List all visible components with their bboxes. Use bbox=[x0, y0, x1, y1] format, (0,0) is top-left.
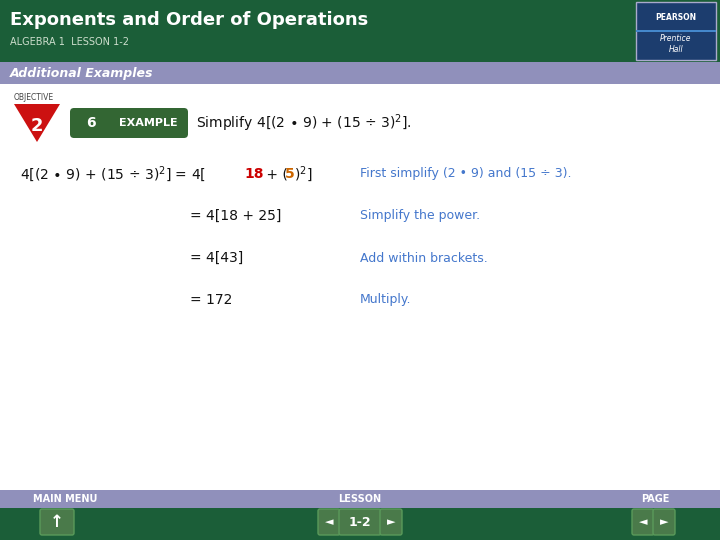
Text: = 4[43]: = 4[43] bbox=[190, 251, 243, 265]
FancyBboxPatch shape bbox=[0, 490, 720, 508]
Text: ►: ► bbox=[660, 517, 668, 527]
Text: 4[(2 $\bullet$ 9) + (15 $\div$ 3)$^2$] = 4[: 4[(2 $\bullet$ 9) + (15 $\div$ 3)$^2$] =… bbox=[20, 164, 206, 184]
Text: 2: 2 bbox=[31, 117, 43, 135]
Text: ALGEBRA 1  LESSON 1-2: ALGEBRA 1 LESSON 1-2 bbox=[10, 37, 129, 47]
Text: 6: 6 bbox=[86, 116, 96, 130]
Text: ↑: ↑ bbox=[50, 513, 64, 531]
Text: )$^2$]: )$^2$] bbox=[294, 164, 312, 184]
Text: Add within brackets.: Add within brackets. bbox=[360, 252, 487, 265]
FancyBboxPatch shape bbox=[318, 509, 340, 535]
Text: = 4[18 + 25]: = 4[18 + 25] bbox=[190, 209, 282, 223]
Text: ◄: ◄ bbox=[639, 517, 647, 527]
Text: 1-2: 1-2 bbox=[348, 516, 372, 529]
FancyBboxPatch shape bbox=[0, 508, 720, 540]
Text: ◄: ◄ bbox=[325, 517, 333, 527]
Text: Exponents and Order of Operations: Exponents and Order of Operations bbox=[10, 11, 368, 29]
Text: OBJECTIVE: OBJECTIVE bbox=[14, 92, 54, 102]
FancyBboxPatch shape bbox=[40, 509, 74, 535]
Text: = 172: = 172 bbox=[190, 293, 233, 307]
Text: MAIN MENU: MAIN MENU bbox=[33, 494, 97, 504]
Text: 18: 18 bbox=[244, 167, 264, 181]
Text: Simplify 4[(2 $\bullet$ 9) + (15 $\div$ 3)$^2$].: Simplify 4[(2 $\bullet$ 9) + (15 $\div$ … bbox=[196, 112, 412, 134]
FancyBboxPatch shape bbox=[0, 0, 720, 62]
FancyBboxPatch shape bbox=[0, 62, 720, 84]
FancyBboxPatch shape bbox=[632, 509, 654, 535]
Text: Prentice
Hall: Prentice Hall bbox=[660, 35, 692, 53]
Text: Multiply.: Multiply. bbox=[360, 294, 412, 307]
Text: First simplify (2 • 9) and (15 ÷ 3).: First simplify (2 • 9) and (15 ÷ 3). bbox=[360, 167, 572, 180]
FancyBboxPatch shape bbox=[70, 108, 188, 138]
Text: PEARSON: PEARSON bbox=[655, 12, 696, 22]
Text: LESSON: LESSON bbox=[338, 494, 382, 504]
Polygon shape bbox=[14, 104, 60, 142]
FancyBboxPatch shape bbox=[380, 509, 402, 535]
Text: 5: 5 bbox=[285, 167, 294, 181]
FancyBboxPatch shape bbox=[339, 509, 381, 535]
Text: Additional Examples: Additional Examples bbox=[10, 66, 153, 79]
Text: Simplify the power.: Simplify the power. bbox=[360, 210, 480, 222]
FancyBboxPatch shape bbox=[636, 2, 716, 60]
Text: + (: + ( bbox=[262, 167, 288, 181]
Text: PAGE: PAGE bbox=[641, 494, 669, 504]
Text: ►: ► bbox=[387, 517, 395, 527]
FancyBboxPatch shape bbox=[653, 509, 675, 535]
FancyBboxPatch shape bbox=[636, 30, 716, 32]
Text: EXAMPLE: EXAMPLE bbox=[119, 118, 177, 128]
